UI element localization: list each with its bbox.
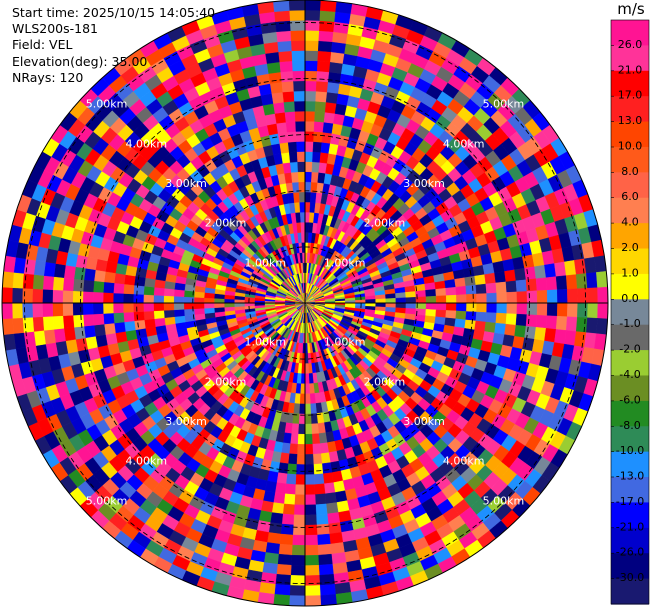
scan-info: Start time: 2025/10/15 14:05:40 WLS200s-… bbox=[12, 5, 215, 86]
colorbar-tick-label: -21.0 bbox=[616, 520, 644, 533]
colorbar-tick-label: 0.0 bbox=[621, 292, 639, 305]
colorbar-tick-label: 26.0 bbox=[618, 38, 643, 51]
colorbar-tick-label: -17.0 bbox=[616, 495, 644, 508]
instrument-text: WLS200s-181 bbox=[12, 21, 98, 37]
colorbar-tick-label: 13.0 bbox=[618, 114, 643, 127]
colorbar-tick-label: -4.0 bbox=[619, 368, 640, 381]
colorbar-tick-label: 1.0 bbox=[621, 266, 639, 279]
elevation-text: Elevation(deg): 35.00 bbox=[12, 53, 148, 69]
colorbar-tick-label: 4.0 bbox=[621, 216, 639, 229]
nrays-text: NRays: 120 bbox=[12, 69, 84, 85]
colorbar-tick-label: -10.0 bbox=[616, 444, 644, 457]
colorbar-tick-label: -2.0 bbox=[619, 343, 640, 356]
start-time-text: Start time: 2025/10/15 14:05:40 bbox=[12, 5, 216, 20]
colorbar-tick-label: 10.0 bbox=[618, 140, 643, 153]
colorbar-tick-label: -30.0 bbox=[616, 571, 644, 584]
colorbar-tick-label: -6.0 bbox=[619, 393, 640, 406]
colorbar-tick-label: -26.0 bbox=[616, 546, 644, 559]
colorbar-tick-label: 8.0 bbox=[621, 165, 639, 178]
colorbar-tick-label: 17.0 bbox=[618, 89, 643, 102]
field-text: Field: VEL bbox=[12, 37, 73, 53]
colorbar-tick-label: 6.0 bbox=[621, 190, 639, 203]
colorbar-tick-label: -13.0 bbox=[616, 470, 644, 483]
colorbar-tick-label: -1.0 bbox=[619, 317, 640, 330]
colorbar-tick-label: 21.0 bbox=[618, 63, 643, 76]
colorbar-tick-label: -8.0 bbox=[619, 419, 640, 432]
velocity-field bbox=[1, 0, 609, 607]
colorbar-tick-label: 2.0 bbox=[621, 241, 639, 254]
